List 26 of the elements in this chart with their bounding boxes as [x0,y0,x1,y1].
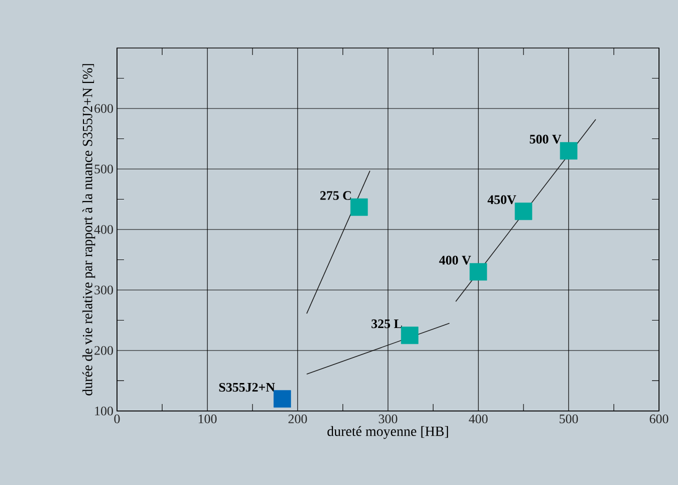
x-tick-label: 200 [288,414,307,424]
y-tick-label: 100 [95,406,113,416]
point [274,390,292,408]
annotation: 400 V [439,256,471,265]
point [470,263,488,281]
y-tick-label: 500 [94,164,113,174]
x-tick-label: 100 [198,414,217,424]
y-tick-label: 600 [94,104,113,113]
y-tick-label: 300 [94,286,113,294]
y-axis-title: durée de vie relative par rapport à la nuance S355J2+N [%] [82,64,96,396]
x-tick-label: 300 [378,414,398,424]
x-tick-label: 400 [468,414,488,424]
point [514,202,532,220]
point [350,198,368,216]
point [400,326,418,344]
annotation: S355J2+N [219,382,275,392]
annotation: 450V [488,195,516,204]
y-tick-label: 200 [94,346,113,355]
x-axis-title: dureté moyenne [HB] [327,426,448,439]
x-tick-label: 500 [560,414,578,424]
point [560,142,578,160]
y-tick-label: 400 [94,225,113,234]
annotation: 275 C [320,191,351,200]
x-tick-label: 0 [114,414,120,424]
annotation: 500 V [530,134,562,144]
x-tick-label: 600 [650,414,668,424]
